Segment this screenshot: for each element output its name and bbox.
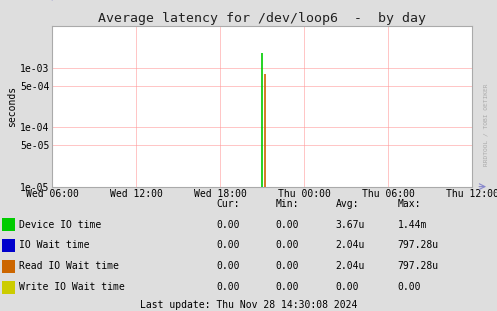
Text: 0.00: 0.00 — [216, 282, 240, 292]
Text: 0.00: 0.00 — [216, 240, 240, 250]
Text: 0.00: 0.00 — [276, 220, 299, 230]
Text: Read IO Wait time: Read IO Wait time — [19, 261, 119, 271]
Text: 797.28u: 797.28u — [398, 240, 439, 250]
Text: IO Wait time: IO Wait time — [19, 240, 89, 250]
Title: Average latency for /dev/loop6  -  by day: Average latency for /dev/loop6 - by day — [98, 12, 426, 25]
Text: Cur:: Cur: — [216, 199, 240, 209]
Text: Last update: Thu Nov 28 14:30:08 2024: Last update: Thu Nov 28 14:30:08 2024 — [140, 300, 357, 310]
Text: 3.67u: 3.67u — [335, 220, 365, 230]
Text: Write IO Wait time: Write IO Wait time — [19, 282, 125, 292]
Text: Device IO time: Device IO time — [19, 220, 101, 230]
Y-axis label: seconds: seconds — [7, 86, 17, 127]
Text: 0.00: 0.00 — [276, 261, 299, 271]
Text: 0.00: 0.00 — [398, 282, 421, 292]
Text: 797.28u: 797.28u — [398, 261, 439, 271]
Text: Min:: Min: — [276, 199, 299, 209]
Text: RRDTOOL / TOBI OETIKER: RRDTOOL / TOBI OETIKER — [484, 83, 489, 166]
Text: 2.04u: 2.04u — [335, 240, 365, 250]
Text: Avg:: Avg: — [335, 199, 359, 209]
Text: 0.00: 0.00 — [276, 282, 299, 292]
Text: 0.00: 0.00 — [276, 240, 299, 250]
Text: 0.00: 0.00 — [335, 282, 359, 292]
Text: 0.00: 0.00 — [216, 261, 240, 271]
Text: Max:: Max: — [398, 199, 421, 209]
Text: 2.04u: 2.04u — [335, 261, 365, 271]
Text: 0.00: 0.00 — [216, 220, 240, 230]
Text: 1.44m: 1.44m — [398, 220, 427, 230]
